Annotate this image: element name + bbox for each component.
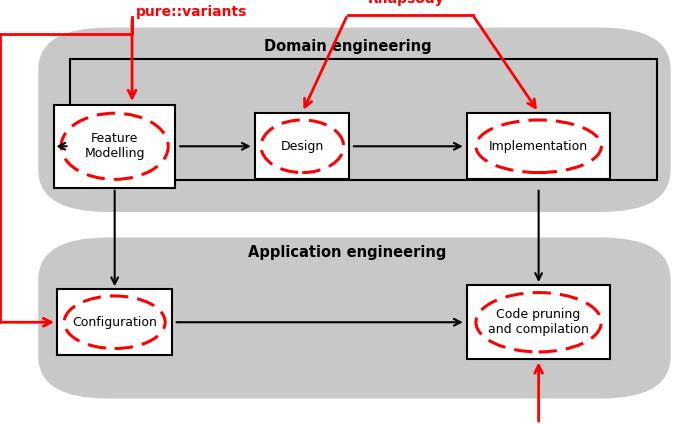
Text: Feature
Modelling: Feature Modelling [84, 132, 145, 160]
FancyBboxPatch shape [54, 105, 175, 187]
FancyBboxPatch shape [38, 28, 671, 212]
Text: Application engineering: Application engineering [248, 245, 447, 260]
FancyBboxPatch shape [467, 113, 610, 179]
FancyBboxPatch shape [256, 113, 349, 179]
FancyBboxPatch shape [38, 237, 671, 399]
Text: Code pruning
and compilation: Code pruning and compilation [488, 308, 589, 336]
Text: Implementation: Implementation [489, 140, 588, 153]
Text: Rhapsody: Rhapsody [368, 0, 445, 6]
FancyBboxPatch shape [467, 285, 610, 360]
FancyBboxPatch shape [57, 289, 172, 355]
Text: Domain engineering: Domain engineering [263, 39, 432, 54]
Text: Configuration: Configuration [72, 316, 157, 329]
Text: pure::variants: pure::variants [136, 5, 247, 19]
Text: Design: Design [281, 140, 324, 153]
